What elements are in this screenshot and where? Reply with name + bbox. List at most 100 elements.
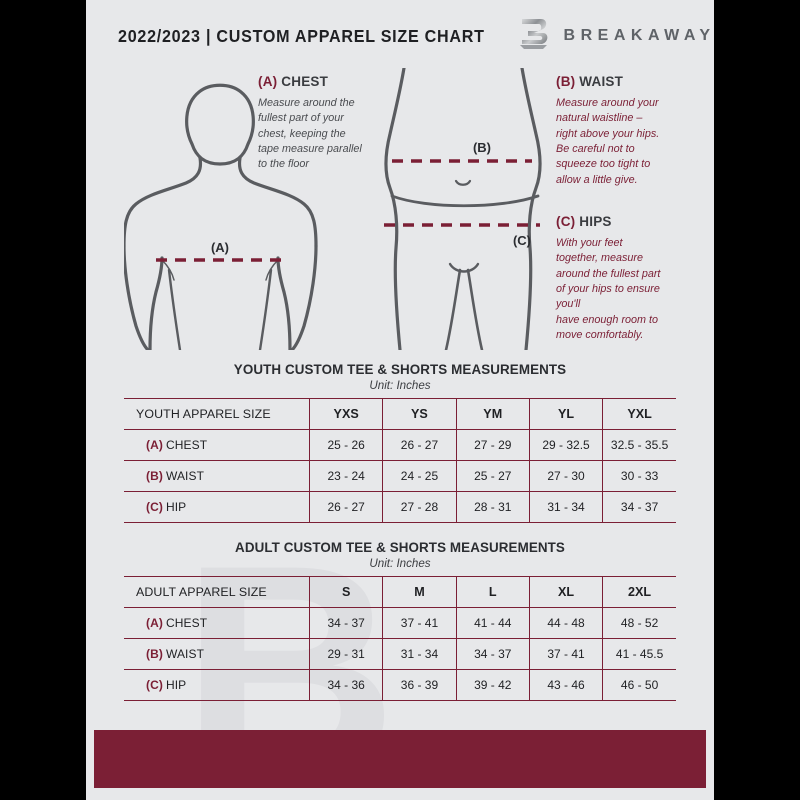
table-row: (C) HIP 34 - 36 36 - 39 39 - 42 43 - 46 4… bbox=[124, 669, 676, 701]
breakaway-b-logo-icon bbox=[517, 15, 551, 58]
youth-hip-yl: 31 - 34 bbox=[529, 491, 604, 523]
table-row: (B) WAIST 23 - 24 24 - 25 25 - 27 27 - 30… bbox=[124, 460, 676, 492]
adult-table-header-row: ADULT APPAREL SIZE S M L XL 2XL bbox=[124, 576, 676, 608]
adult-waist-2xl: 41 - 45.5 bbox=[602, 638, 676, 670]
youth-row-hip-name: HIP bbox=[165, 500, 187, 514]
youth-row-hip-label: (C) HIP bbox=[124, 491, 310, 523]
callout-chest-title: (A) CHEST bbox=[258, 74, 418, 89]
table-row: (C) HIP 26 - 27 27 - 28 28 - 31 31 - 34 3… bbox=[124, 491, 676, 523]
adult-hip-l: 39 - 42 bbox=[456, 669, 530, 701]
youth-size-yxl: YXL bbox=[602, 398, 676, 430]
youth-hip-yxs: 26 - 27 bbox=[309, 491, 384, 523]
youth-table-title: YOUTH CUSTOM TEE & SHORTS MEASUREMENTS bbox=[233, 362, 567, 377]
adult-waist-m: 31 - 34 bbox=[382, 638, 457, 670]
adult-hip-s: 34 - 36 bbox=[309, 669, 384, 701]
adult-row-hip-name: HIP bbox=[165, 678, 187, 692]
callout-chest: (A) CHEST Measure around the fullest par… bbox=[258, 74, 418, 173]
adult-measurements-block: ADULT CUSTOM TEE & SHORTS MEASUREMENTS U… bbox=[124, 540, 676, 701]
youth-chest-yxs: 25 - 26 bbox=[309, 429, 384, 461]
youth-chest-yxl: 32.5 - 35.5 bbox=[602, 429, 676, 461]
waist-measure-label: (B) bbox=[473, 140, 491, 155]
adult-hip-m: 36 - 39 bbox=[382, 669, 457, 701]
callout-waist: (B) WAIST Measure around your natural wa… bbox=[556, 74, 708, 188]
callout-chest-body: Measure around the fullest part of your … bbox=[258, 97, 362, 171]
youth-waist-ym: 25 - 27 bbox=[456, 460, 530, 492]
table-row: (A) CHEST 34 - 37 37 - 41 41 - 44 44 - 48… bbox=[124, 607, 676, 639]
youth-row-hip-tag: (C) bbox=[146, 500, 163, 514]
adult-row-waist-label: (B) WAIST bbox=[124, 638, 310, 670]
adult-chest-xl: 44 - 48 bbox=[529, 607, 604, 639]
callout-hips-heading: HIPS bbox=[579, 214, 612, 229]
callout-hips: (C) HIPS With your feet together, measur… bbox=[556, 214, 708, 343]
callout-hips-title: (C) HIPS bbox=[556, 214, 708, 229]
adult-size-m: M bbox=[382, 576, 457, 608]
youth-table-unit: Unit: Inches bbox=[369, 379, 431, 392]
adult-chest-l: 41 - 44 bbox=[456, 607, 530, 639]
callout-waist-title: (B) WAIST bbox=[556, 74, 708, 89]
adult-waist-s: 29 - 31 bbox=[309, 638, 384, 670]
adult-table-title: ADULT CUSTOM TEE & SHORTS MEASUREMENTS bbox=[235, 540, 565, 555]
adult-size-header-label: ADULT APPAREL SIZE bbox=[124, 576, 310, 608]
youth-waist-yxs: 23 - 24 bbox=[309, 460, 384, 492]
adult-size-s: S bbox=[309, 576, 384, 608]
youth-row-chest-name: CHEST bbox=[165, 438, 208, 452]
table-row: (B) WAIST 29 - 31 31 - 34 34 - 37 37 - 41… bbox=[124, 638, 676, 670]
youth-row-waist-tag: (B) bbox=[146, 469, 163, 483]
adult-hip-2xl: 46 - 50 bbox=[602, 669, 676, 701]
youth-size-yxs: YXS bbox=[309, 398, 384, 430]
youth-row-chest-tag: (A) bbox=[146, 438, 163, 452]
youth-size-ym: YM bbox=[456, 398, 530, 430]
youth-chest-yl: 29 - 32.5 bbox=[529, 429, 604, 461]
youth-waist-yxl: 30 - 33 bbox=[602, 460, 676, 492]
lower-body-figure: (B) (C) bbox=[382, 66, 548, 355]
youth-hip-ys: 27 - 28 bbox=[382, 491, 457, 523]
adult-row-waist-name: WAIST bbox=[165, 647, 205, 661]
youth-hip-yxl: 34 - 37 bbox=[602, 491, 676, 523]
measurement-illustrations: (A) bbox=[86, 62, 714, 357]
adult-row-chest-tag: (A) bbox=[146, 616, 163, 630]
page-header: 2022/2023 | CUSTOM APPAREL SIZE CHART bbox=[86, 0, 714, 72]
youth-waist-yl: 27 - 30 bbox=[529, 460, 604, 492]
adult-row-hip-tag: (C) bbox=[146, 678, 163, 692]
adult-waist-xl: 37 - 41 bbox=[529, 638, 604, 670]
page-title: 2022/2023 | CUSTOM APPAREL SIZE CHART bbox=[118, 25, 485, 46]
adult-row-waist-tag: (B) bbox=[146, 647, 163, 661]
hip-measure-label: (C) bbox=[513, 233, 531, 248]
callout-waist-tag: (B) bbox=[556, 74, 576, 89]
adult-hip-xl: 43 - 46 bbox=[529, 669, 604, 701]
adult-chest-m: 37 - 41 bbox=[382, 607, 457, 639]
youth-measurements-block: YOUTH CUSTOM TEE & SHORTS MEASUREMENTS U… bbox=[124, 362, 676, 523]
size-chart-page: B 2022/2023 | CUSTOM APPAREL SIZE CHART bbox=[86, 0, 714, 800]
callout-hips-tag: (C) bbox=[556, 214, 576, 229]
chest-measure-label: (A) bbox=[211, 240, 229, 255]
youth-chest-ym: 27 - 29 bbox=[456, 429, 530, 461]
front-torso-figure: (A) bbox=[122, 70, 334, 355]
adult-chest-s: 34 - 37 bbox=[309, 607, 384, 639]
callout-waist-heading: WAIST bbox=[579, 74, 624, 89]
table-row: (A) CHEST 25 - 26 26 - 27 27 - 29 29 - 32… bbox=[124, 429, 676, 461]
adult-waist-l: 34 - 37 bbox=[456, 638, 530, 670]
brand-name: BREAKAWAY bbox=[563, 27, 714, 44]
adult-row-chest-label: (A) CHEST bbox=[124, 607, 310, 639]
adult-row-chest-name: CHEST bbox=[165, 616, 208, 630]
youth-hip-ym: 28 - 31 bbox=[456, 491, 530, 523]
callout-chest-tag: (A) bbox=[258, 74, 278, 89]
adult-size-2xl: 2XL bbox=[602, 576, 676, 608]
callout-chest-heading: CHEST bbox=[281, 74, 329, 89]
adult-size-table: ADULT APPAREL SIZE S M L XL 2XL (A) CHEST… bbox=[124, 576, 676, 701]
footer-bar bbox=[94, 730, 706, 788]
youth-size-header-label: YOUTH APPAREL SIZE bbox=[124, 398, 310, 430]
youth-size-ys: YS bbox=[382, 398, 457, 430]
youth-waist-ys: 24 - 25 bbox=[382, 460, 457, 492]
adult-table-unit: Unit: Inches bbox=[369, 557, 431, 570]
youth-table-header-row: YOUTH APPAREL SIZE YXS YS YM YL YXL bbox=[124, 398, 676, 430]
youth-row-chest-label: (A) CHEST bbox=[124, 429, 310, 461]
adult-size-xl: XL bbox=[529, 576, 604, 608]
youth-chest-ys: 26 - 27 bbox=[382, 429, 457, 461]
youth-row-waist-name: WAIST bbox=[165, 469, 205, 483]
brand-lockup: BREAKAWAY bbox=[517, 15, 714, 58]
callout-hips-body: With your feet together, measure around … bbox=[556, 237, 661, 341]
callout-waist-body: Measure around your natural waistline – … bbox=[556, 97, 660, 186]
youth-size-yl: YL bbox=[529, 398, 604, 430]
adult-size-l: L bbox=[456, 576, 530, 608]
